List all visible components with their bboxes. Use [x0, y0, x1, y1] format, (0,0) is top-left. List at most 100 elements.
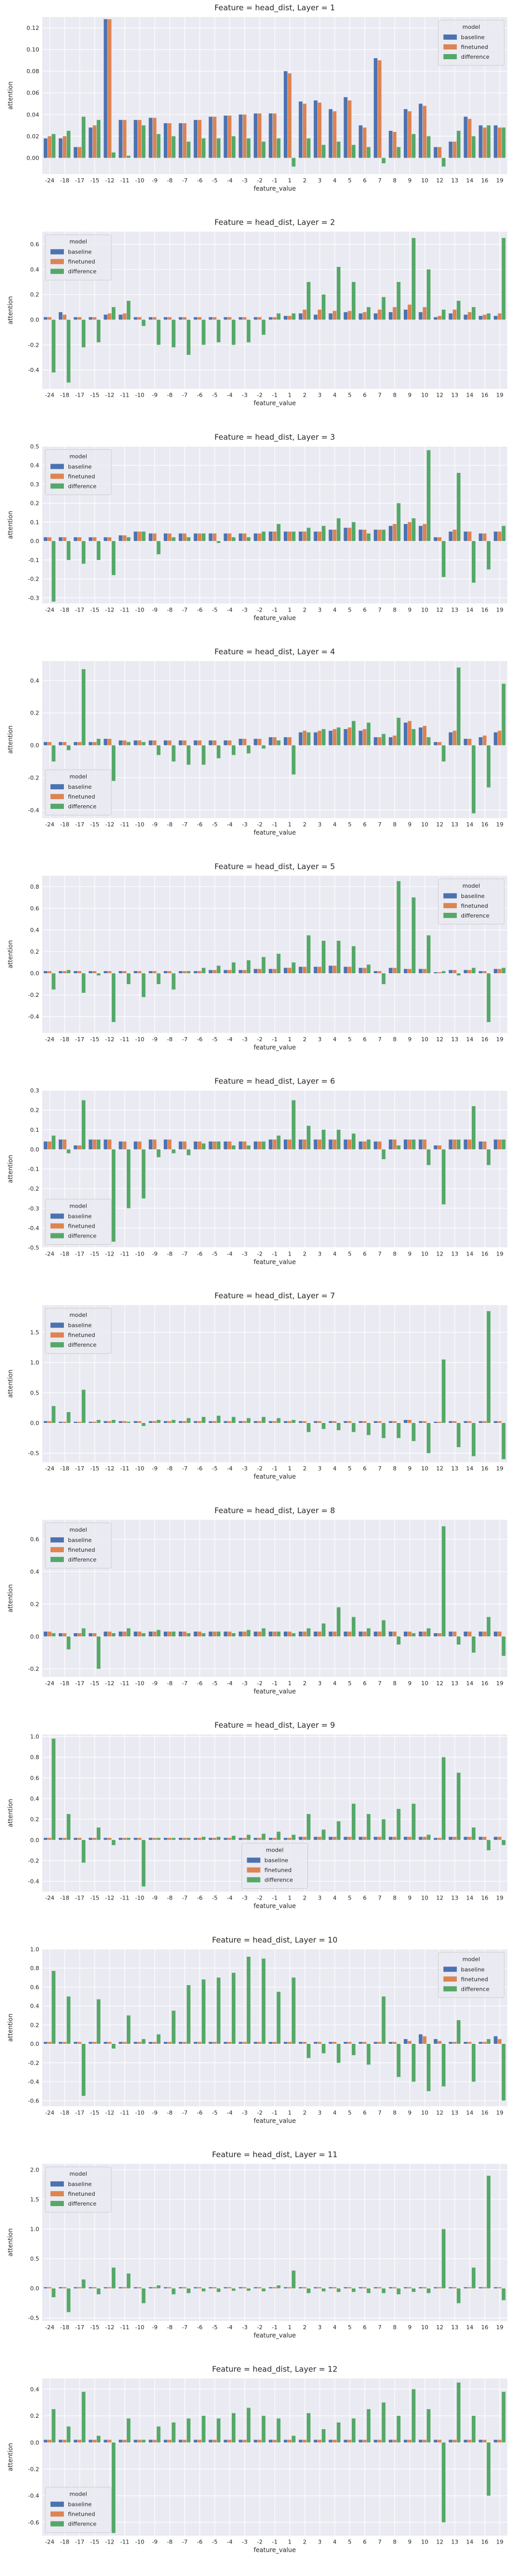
bar-finetuned	[47, 2042, 52, 2044]
bar-baseline	[238, 739, 243, 745]
bar-finetuned	[348, 967, 352, 974]
bar-difference	[96, 120, 101, 158]
x-tick-label: 16	[481, 1251, 488, 1258]
x-tick-label: -10	[135, 2324, 144, 2331]
bar-difference	[186, 2288, 191, 2293]
y-tick-label: 0.5	[30, 2256, 40, 2262]
x-tick-label: -17	[75, 606, 84, 613]
x-tick-label: -6	[197, 606, 202, 613]
bar-baseline	[299, 2042, 303, 2044]
bar-finetuned	[438, 1421, 442, 1423]
bar-finetuned	[287, 968, 291, 974]
bar-difference	[157, 1149, 161, 1158]
bar-baseline	[344, 2287, 348, 2289]
legend-entry-difference: difference	[68, 1342, 96, 1348]
bar-baseline	[43, 317, 48, 320]
bar-difference	[232, 1973, 236, 2044]
legend-entry-difference: difference	[68, 2521, 96, 2528]
bar-finetuned	[258, 969, 262, 974]
bar-difference	[472, 136, 476, 158]
x-tick-label: 3	[318, 2539, 321, 2546]
bar-baseline	[43, 537, 48, 541]
x-tick-label: 16	[481, 2539, 488, 2546]
x-tick-label: 8	[393, 2539, 397, 2546]
bar-finetuned	[333, 2287, 337, 2289]
x-tick-label: -11	[120, 606, 129, 613]
x-tick-label: -18	[60, 1465, 70, 1472]
legend-entry-difference: difference	[461, 1986, 489, 1992]
bar-baseline	[493, 531, 497, 541]
bar-baseline	[283, 316, 288, 320]
bar-baseline	[89, 537, 93, 541]
bar-difference	[502, 1422, 506, 1460]
bar-baseline	[209, 1421, 213, 1423]
bar-finetuned	[182, 1141, 187, 1149]
bar-difference	[81, 1100, 85, 1149]
bar-difference	[52, 134, 56, 158]
x-tick-label: 7	[378, 392, 382, 399]
bar-finetuned	[363, 312, 367, 320]
bar-difference	[96, 1139, 101, 1149]
legend-entry-baseline: baseline	[68, 1537, 92, 1544]
bar-baseline	[224, 2042, 228, 2044]
x-tick-label: 8	[393, 1251, 397, 1258]
bar-difference	[157, 1630, 161, 1637]
bar-finetuned	[197, 1141, 202, 1149]
x-tick-label: -1	[272, 2109, 278, 2116]
bar-difference	[472, 2044, 476, 2082]
bar-baseline	[163, 317, 168, 320]
bar-finetuned	[318, 103, 322, 158]
legend-entry-baseline: baseline	[461, 34, 485, 41]
bar-difference	[321, 526, 325, 541]
bar-difference	[52, 973, 56, 990]
bar-finetuned	[453, 970, 457, 974]
x-tick-label: 16	[481, 821, 488, 828]
bar-difference	[81, 319, 85, 348]
bar-finetuned	[167, 123, 171, 158]
bar-baseline	[253, 113, 258, 158]
bar-baseline	[478, 2439, 483, 2443]
x-tick-label: 1	[288, 1680, 291, 1687]
bar-finetuned	[108, 971, 112, 974]
bar-finetuned	[318, 309, 322, 320]
x-tick-label: -3	[242, 2324, 248, 2331]
bar-baseline	[434, 147, 438, 158]
x-tick-label: -24	[45, 1680, 55, 1687]
x-tick-label: -4	[227, 606, 233, 613]
bar-baseline	[104, 2439, 108, 2443]
x-tick-label: -18	[60, 821, 70, 828]
bar-baseline	[224, 317, 228, 320]
x-tick-label: 12	[436, 177, 443, 184]
bar-baseline	[419, 2439, 423, 2443]
bar-finetuned	[422, 969, 427, 974]
bar-difference	[201, 138, 205, 158]
x-tick-label: 12	[436, 1465, 443, 1472]
legend-entry-finetuned: finetuned	[68, 1223, 95, 1230]
bar-difference	[426, 450, 431, 541]
x-tick-label: 1	[288, 177, 291, 184]
y-tick-label: -0.3	[28, 1205, 39, 1212]
chart-title: Feature = head_dist, Layer = 11	[212, 2150, 338, 2160]
bar-baseline	[268, 1139, 273, 1149]
bar-difference	[277, 954, 281, 974]
bar-finetuned	[197, 2439, 202, 2443]
bar-baseline	[478, 1837, 483, 1840]
bar-difference	[321, 941, 325, 974]
bar-finetuned	[197, 971, 202, 974]
bar-finetuned	[438, 537, 442, 541]
legend-swatch-baseline	[50, 2181, 64, 2187]
bar-difference	[96, 1636, 101, 1669]
bar-finetuned	[108, 2287, 112, 2289]
x-tick-label: -18	[60, 2109, 70, 2116]
bar-baseline	[344, 967, 348, 974]
bar-baseline	[358, 1631, 363, 1637]
y-tick-label: 0.4	[30, 2003, 40, 2010]
bar-baseline	[283, 2287, 288, 2289]
x-tick-label: -2	[257, 1251, 263, 1258]
x-tick-label: -10	[135, 392, 144, 399]
bar-difference	[232, 2288, 236, 2291]
bar-baseline	[118, 1141, 123, 1149]
bar-difference	[81, 669, 85, 745]
bar-finetuned	[138, 2439, 142, 2443]
bar-finetuned	[197, 1838, 202, 1840]
